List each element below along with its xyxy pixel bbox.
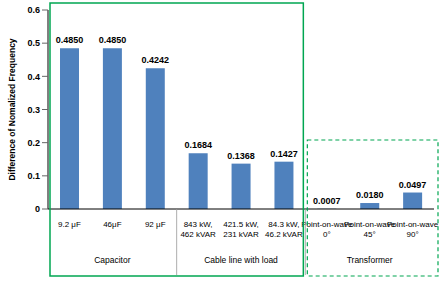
svg-text:0.0007: 0.0007: [313, 196, 341, 206]
svg-text:0.3: 0.3: [27, 105, 40, 115]
svg-text:0.0497: 0.0497: [399, 180, 427, 190]
html-text:Point-on-wave: Point-on-wave: [301, 220, 353, 229]
svg-text:0.1368: 0.1368: [227, 151, 255, 161]
svg-text:Capacitor: Capacitor: [94, 255, 131, 265]
html-text:0°: 0°: [322, 230, 331, 239]
svg-text:0.4242: 0.4242: [142, 55, 170, 65]
svg-text:84.3 kW,46.2 kVAR: 84.3 kW,46.2 kVAR: [265, 220, 303, 239]
svg-text:Cable line with load: Cable line with load: [204, 255, 278, 265]
svg-text:0.2: 0.2: [27, 138, 40, 148]
svg-text:0.4: 0.4: [27, 72, 40, 82]
svg-text:46μF: 46μF: [103, 220, 122, 229]
svg-text:Point-on-wave90°: Point-on-wave90°: [387, 220, 434, 239]
html-text:45°: 45°: [363, 230, 376, 239]
svg-text:0.1: 0.1: [27, 171, 40, 181]
svg-text:0.4850: 0.4850: [56, 35, 84, 45]
svg-text:421.5 kW,231 kVAR: 421.5 kW,231 kVAR: [223, 220, 259, 239]
svg-text:843 kW,462 kVAR: 843 kW,462 kVAR: [180, 220, 216, 239]
svg-text:0.1427: 0.1427: [270, 149, 298, 159]
svg-text:Difference of Nomalized Freque: Difference of Nomalized Frequency: [8, 38, 17, 180]
svg-text:0: 0: [35, 204, 40, 214]
svg-text:0.0180: 0.0180: [356, 190, 384, 200]
svg-text:0.5: 0.5: [27, 38, 40, 48]
svg-text:0.6: 0.6: [27, 5, 40, 15]
svg-text:0.1684: 0.1684: [184, 140, 212, 150]
svg-text:92 μF: 92 μF: [145, 220, 166, 229]
svg-text:Transformer: Transformer: [347, 255, 393, 265]
svg-text:9.2 μF: 9.2 μF: [58, 220, 81, 229]
svg-text:0.4850: 0.4850: [99, 35, 127, 45]
